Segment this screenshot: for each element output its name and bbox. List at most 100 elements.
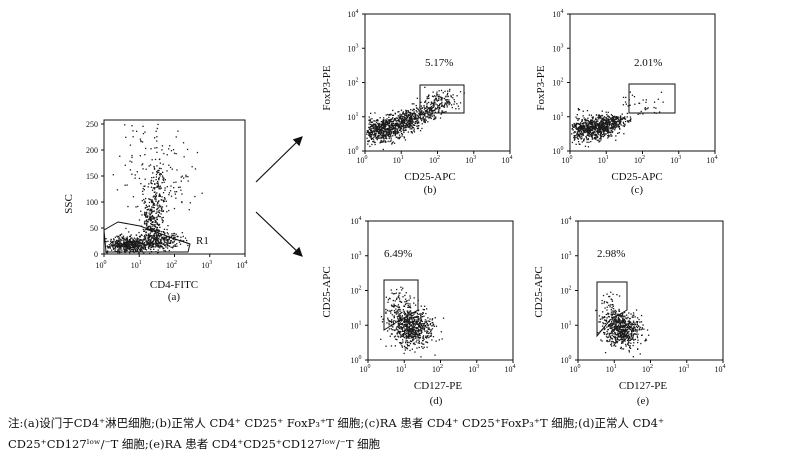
scatter-dot xyxy=(609,324,611,327)
scatter-dot xyxy=(158,209,160,211)
scatter-dot xyxy=(385,128,387,131)
scatter-dot xyxy=(394,129,396,131)
scatter-dot xyxy=(428,111,430,113)
scatter-dot xyxy=(122,239,124,242)
scatter-dot xyxy=(403,305,405,307)
scatter-dot xyxy=(156,226,159,229)
scatter-dot xyxy=(393,329,395,331)
scatter-dot xyxy=(137,247,140,250)
scatter-dot xyxy=(156,243,158,245)
scatter-dot xyxy=(376,123,379,125)
scatter-dot xyxy=(591,137,594,139)
scatter-dot xyxy=(166,154,168,156)
scatter-dot xyxy=(610,127,612,129)
scatter-dot xyxy=(611,345,613,347)
scatter-dot xyxy=(411,320,414,322)
scatter-dot xyxy=(590,134,592,136)
scatter-dot xyxy=(370,129,372,132)
scatter-dot xyxy=(413,108,415,111)
scatter-dot xyxy=(427,97,429,99)
scatter-dot xyxy=(160,241,162,243)
scatter-dot xyxy=(429,320,431,323)
scatter-dot xyxy=(597,122,599,125)
scatter-dot xyxy=(451,106,453,109)
scatter-dot xyxy=(146,220,148,222)
scatter-dot xyxy=(412,121,415,123)
scatter-dot xyxy=(604,127,606,129)
scatter-dot xyxy=(413,338,415,340)
scatter-dot xyxy=(436,94,438,97)
scatter-dot xyxy=(619,117,622,119)
scatter-dot xyxy=(138,243,141,245)
scatter-dot xyxy=(616,334,618,336)
scatter-dot xyxy=(584,128,586,131)
scatter-dot xyxy=(420,342,423,344)
scatter-dot xyxy=(153,188,156,190)
scatter-dot xyxy=(425,100,427,102)
scatter-dot xyxy=(165,205,168,207)
scatter-dot xyxy=(168,148,170,150)
scatter-dot xyxy=(620,314,622,317)
scatter-dot xyxy=(618,318,620,320)
scatter-dot xyxy=(637,325,640,327)
scatter-dot xyxy=(620,325,622,327)
scatter-dot xyxy=(397,306,399,308)
scatter-dot xyxy=(399,136,402,138)
scatter-dot xyxy=(619,332,621,334)
scatter-dot xyxy=(146,216,148,218)
scatter-dot xyxy=(621,321,623,323)
scatter-dot xyxy=(420,114,422,116)
scatter-dot xyxy=(621,315,623,317)
scatter-dot xyxy=(387,317,389,319)
scatter-dot xyxy=(414,114,416,116)
scatter-dot xyxy=(143,238,145,240)
scatter-dot xyxy=(132,246,134,248)
scatter-dot xyxy=(400,109,403,111)
scatter-dot xyxy=(413,116,415,118)
scatter-dot xyxy=(613,126,615,129)
scatter-dot xyxy=(603,333,605,335)
scatter-dot xyxy=(388,310,390,312)
scatter-dot xyxy=(582,130,584,132)
scatter-dot xyxy=(383,120,385,122)
scatter-dot xyxy=(148,205,150,207)
scatter-dot xyxy=(409,117,411,119)
scatter-dot xyxy=(433,105,435,107)
scatter-dot xyxy=(125,239,127,241)
scatter-dot xyxy=(399,310,401,312)
scatter-dot xyxy=(424,323,426,325)
scatter-dot xyxy=(619,347,622,349)
scatter-dot xyxy=(597,124,599,126)
scatter-dot xyxy=(639,321,641,323)
scatter-dot xyxy=(116,246,119,248)
scatter-dot xyxy=(620,119,622,121)
scatter-dot xyxy=(157,123,159,126)
scatter-dot xyxy=(593,129,595,131)
scatter-dot xyxy=(155,194,157,197)
scatter-dot xyxy=(158,186,160,188)
scatter-dot xyxy=(379,133,381,135)
scatter-dot xyxy=(148,234,150,236)
scatter-dot xyxy=(429,323,432,325)
scatter-dot xyxy=(389,133,391,135)
scatter-dot xyxy=(420,111,422,113)
scatter-dot xyxy=(575,123,577,126)
scatter-dot xyxy=(611,119,614,121)
scatter-dot xyxy=(414,124,416,126)
scatter-dot xyxy=(158,229,160,231)
x-tick-label: 103 xyxy=(678,364,689,374)
scatter-dot xyxy=(408,341,410,344)
scatter-dot xyxy=(116,245,118,247)
scatter-dot xyxy=(163,249,165,252)
scatter-dot xyxy=(426,336,428,338)
scatter-dot xyxy=(132,136,134,138)
scatter-dot xyxy=(130,246,133,249)
scatter-dot xyxy=(416,347,418,349)
scatter-dot xyxy=(603,331,605,334)
scatter-dot xyxy=(415,117,417,120)
scatter-dot xyxy=(138,235,141,238)
scatter-dot xyxy=(374,125,376,127)
scatter-dot xyxy=(614,327,616,329)
scatter-dot xyxy=(407,332,409,334)
